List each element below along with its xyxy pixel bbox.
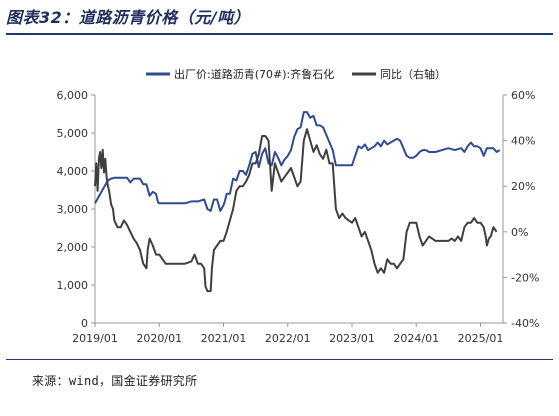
legend: 出厂价:道路沥青(70#):齐鲁石化 同比（右轴） — [146, 67, 446, 81]
axes — [91, 94, 507, 327]
legend-label-series-1: 出厂价:道路沥青(70#):齐鲁石化 — [174, 67, 334, 81]
figure-title: 图表32：道路沥青价格（元/吨） — [6, 8, 251, 27]
y-right-tick-label: 0% — [511, 226, 528, 239]
tick-labels: 0 1,000 2,000 3,000 4,000 5,000 6,000 -40% -20% 0… — [57, 89, 540, 345]
legend-label-series-2: 同比（右轴） — [380, 67, 446, 81]
y-left-tick-label: 1,000 — [57, 279, 89, 292]
y-left-tick-label: 4,000 — [57, 165, 89, 178]
y-right-tick-label: -40% — [511, 317, 539, 330]
y-right-tick-label: 60% — [511, 89, 535, 102]
series-line-1 — [94, 111, 501, 212]
y-right-tick-label: -20% — [511, 271, 539, 284]
y-left-tick-label: 3,000 — [57, 203, 89, 216]
y-right-tick-label: 20% — [511, 180, 535, 193]
x-tick-label: 2024/01 — [393, 332, 439, 345]
x-tick-label: 2023/01 — [329, 332, 375, 345]
y-left-tick-label: 0 — [81, 317, 88, 330]
y-left-tick-label: 5,000 — [57, 127, 89, 140]
x-tick-label: 2021/01 — [201, 332, 247, 345]
x-tick-label: 2025/01 — [458, 332, 504, 345]
source-note: 来源：wind，国金证券研究所 — [32, 374, 198, 388]
y-left-tick-label: 2,000 — [57, 241, 89, 254]
series-line-2 — [94, 128, 498, 293]
x-tick-label: 2020/01 — [136, 332, 182, 345]
x-tick-label: 2019/01 — [72, 332, 118, 345]
series-lines — [94, 111, 501, 293]
bottom-divider — [6, 359, 553, 360]
top-divider — [6, 33, 553, 35]
y-left-tick-label: 6,000 — [57, 89, 89, 102]
y-right-tick-label: 40% — [511, 135, 535, 148]
x-tick-label: 2022/01 — [265, 332, 311, 345]
